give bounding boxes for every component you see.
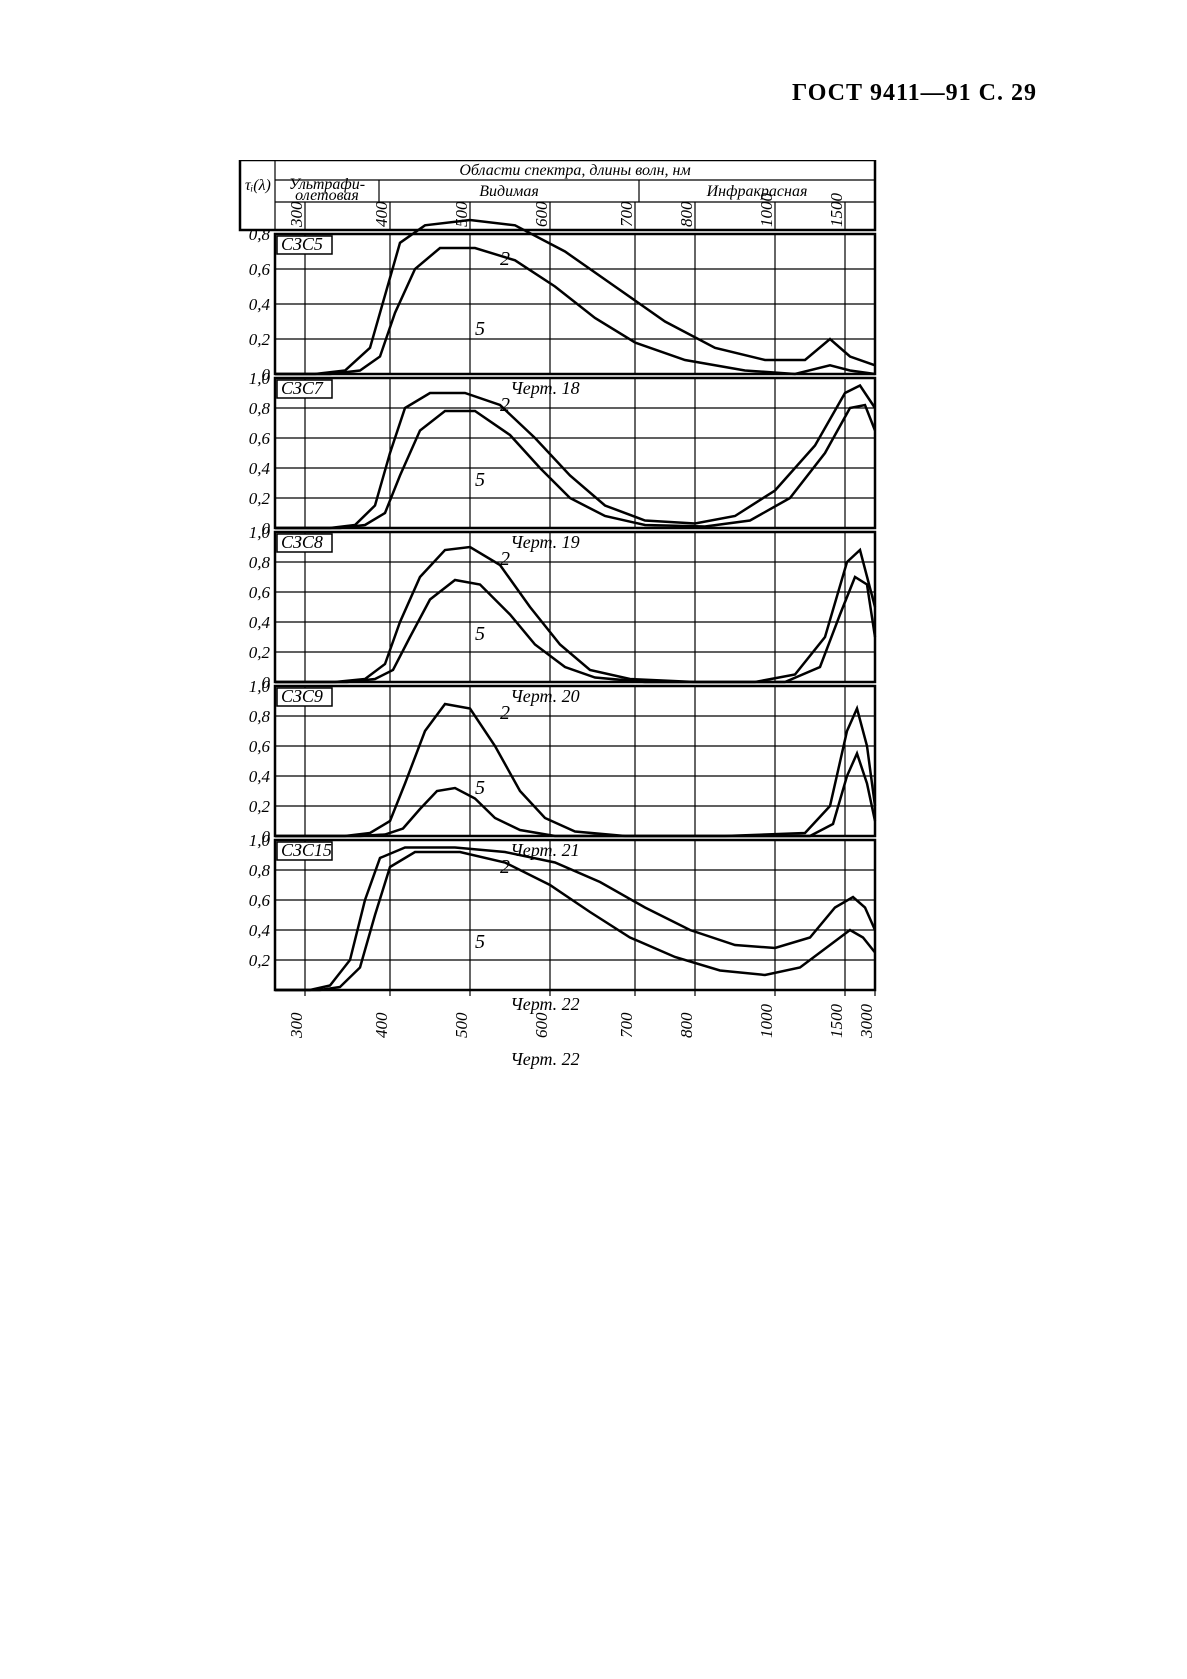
svg-text:олетовая: олетовая xyxy=(295,187,359,204)
svg-text:700: 700 xyxy=(617,1012,636,1038)
svg-text:5: 5 xyxy=(475,469,485,491)
svg-text:0,8: 0,8 xyxy=(249,553,271,572)
svg-text:0,2: 0,2 xyxy=(249,797,271,816)
svg-text:Черт. 20: Черт. 20 xyxy=(510,686,579,706)
svg-text:0,2: 0,2 xyxy=(249,489,271,508)
svg-text:СЗС8: СЗС8 xyxy=(281,532,323,552)
svg-text:Черт. 22: Черт. 22 xyxy=(510,994,579,1014)
svg-text:5: 5 xyxy=(475,777,485,799)
svg-text:300: 300 xyxy=(287,201,306,228)
svg-text:0,6: 0,6 xyxy=(249,429,271,448)
svg-text:Черт. 18: Черт. 18 xyxy=(510,378,579,398)
svg-text:0,6: 0,6 xyxy=(249,737,271,756)
svg-text:2: 2 xyxy=(500,394,510,416)
svg-text:СЗС5: СЗС5 xyxy=(281,234,323,254)
svg-text:3000: 3000 xyxy=(857,1004,876,1040)
svg-text:1000: 1000 xyxy=(757,193,776,228)
svg-text:400: 400 xyxy=(372,201,391,227)
chart-svg: Области спектра, длины волн, нмτᵢ(λ)Ульт… xyxy=(220,160,885,1075)
svg-text:1,0: 1,0 xyxy=(249,369,271,388)
svg-text:0,2: 0,2 xyxy=(249,951,271,970)
svg-text:2: 2 xyxy=(500,548,510,570)
svg-text:0,4: 0,4 xyxy=(249,295,271,314)
svg-text:700: 700 xyxy=(617,201,636,227)
svg-text:500: 500 xyxy=(452,1012,471,1038)
svg-text:Черт. 22: Черт. 22 xyxy=(510,1049,579,1069)
svg-text:1,0: 1,0 xyxy=(249,677,271,696)
svg-text:1000: 1000 xyxy=(757,1004,776,1039)
svg-text:СЗС9: СЗС9 xyxy=(281,686,323,706)
svg-text:Области спектра, длины волн,: Области спектра, длины волн, нм xyxy=(459,162,690,179)
svg-text:0,4: 0,4 xyxy=(249,767,271,786)
svg-text:2: 2 xyxy=(500,856,510,878)
svg-text:300: 300 xyxy=(287,1012,306,1039)
svg-text:2: 2 xyxy=(500,248,510,270)
svg-text:500: 500 xyxy=(452,201,471,227)
svg-text:Черт. 21: Черт. 21 xyxy=(510,840,579,860)
svg-text:0,6: 0,6 xyxy=(249,891,271,910)
page-header: ГОСТ 9411—91 С. 29 xyxy=(792,80,1037,107)
svg-text:800: 800 xyxy=(677,201,696,227)
svg-text:СЗС15: СЗС15 xyxy=(281,840,332,860)
svg-text:1500: 1500 xyxy=(827,1004,846,1039)
svg-text:0,4: 0,4 xyxy=(249,459,271,478)
svg-text:0,6: 0,6 xyxy=(249,583,271,602)
svg-text:0,8: 0,8 xyxy=(249,861,271,880)
svg-text:2: 2 xyxy=(500,702,510,724)
svg-text:0,6: 0,6 xyxy=(249,260,271,279)
svg-text:400: 400 xyxy=(372,1012,391,1038)
svg-text:5: 5 xyxy=(475,623,485,645)
svg-text:Черт. 19: Черт. 19 xyxy=(510,532,579,552)
svg-text:0,2: 0,2 xyxy=(249,643,271,662)
spectral-figure: Области спектра, длины волн, нмτᵢ(λ)Ульт… xyxy=(220,160,920,1075)
svg-text:0,4: 0,4 xyxy=(249,921,271,940)
svg-text:5: 5 xyxy=(475,931,485,953)
svg-text:0,8: 0,8 xyxy=(249,399,271,418)
svg-text:600: 600 xyxy=(532,201,551,227)
svg-text:600: 600 xyxy=(532,1012,551,1038)
svg-text:Видимая: Видимая xyxy=(479,183,539,200)
svg-text:0,8: 0,8 xyxy=(249,707,271,726)
svg-text:0,8: 0,8 xyxy=(249,225,271,244)
svg-text:800: 800 xyxy=(677,1012,696,1038)
svg-text:0,2: 0,2 xyxy=(249,330,271,349)
svg-text:0,4: 0,4 xyxy=(249,613,271,632)
svg-text:1,0: 1,0 xyxy=(249,831,271,850)
svg-text:СЗС7: СЗС7 xyxy=(281,378,324,398)
svg-text:τᵢ(λ): τᵢ(λ) xyxy=(245,177,271,194)
svg-text:5: 5 xyxy=(475,318,485,340)
svg-text:1,0: 1,0 xyxy=(249,523,271,542)
svg-text:1500: 1500 xyxy=(827,193,846,228)
